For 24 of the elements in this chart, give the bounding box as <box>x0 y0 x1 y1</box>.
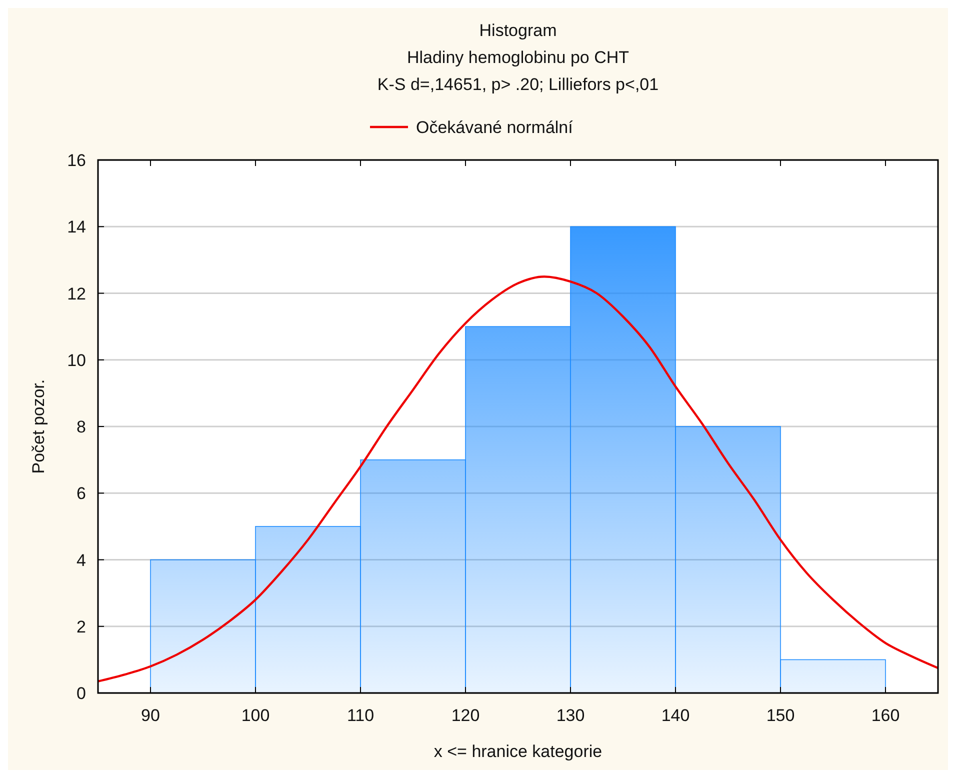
x-tick-label: 120 <box>451 706 480 725</box>
y-tick-label: 8 <box>76 418 86 436</box>
y-tick-label: 10 <box>67 350 86 370</box>
x-tick-label: 110 <box>346 706 374 725</box>
x-tick-label: 140 <box>661 706 690 725</box>
y-tick-label: 16 <box>67 151 86 170</box>
x-axis-title: x <= hranice kategorie <box>434 742 602 761</box>
y-tick-label: 0 <box>76 684 86 703</box>
y-tick-label: 6 <box>76 484 86 504</box>
x-tick-label: 150 <box>766 706 795 725</box>
chart-subtitle: Hladiny hemoglobinu po CHT <box>406 48 630 67</box>
x-tick-label: 160 <box>871 706 900 725</box>
x-tick-label: 90 <box>141 706 160 725</box>
x-tick-label: 130 <box>556 706 585 725</box>
y-tick-label: 14 <box>67 218 86 237</box>
text: K-S d=,14651, p> .20; Lilliefors p<,01 <box>377 75 659 94</box>
legend-label: Očekávané normální <box>416 118 574 137</box>
x-tick-label: 100 <box>241 706 270 725</box>
y-tick-label: 4 <box>76 550 86 570</box>
y-tick-label: 12 <box>67 284 86 304</box>
chart-title: Histogram <box>479 21 557 40</box>
y-axis-title: Počet pozor. <box>29 379 48 474</box>
line-series <box>98 275 938 682</box>
y-tick-label: 2 <box>76 617 86 636</box>
